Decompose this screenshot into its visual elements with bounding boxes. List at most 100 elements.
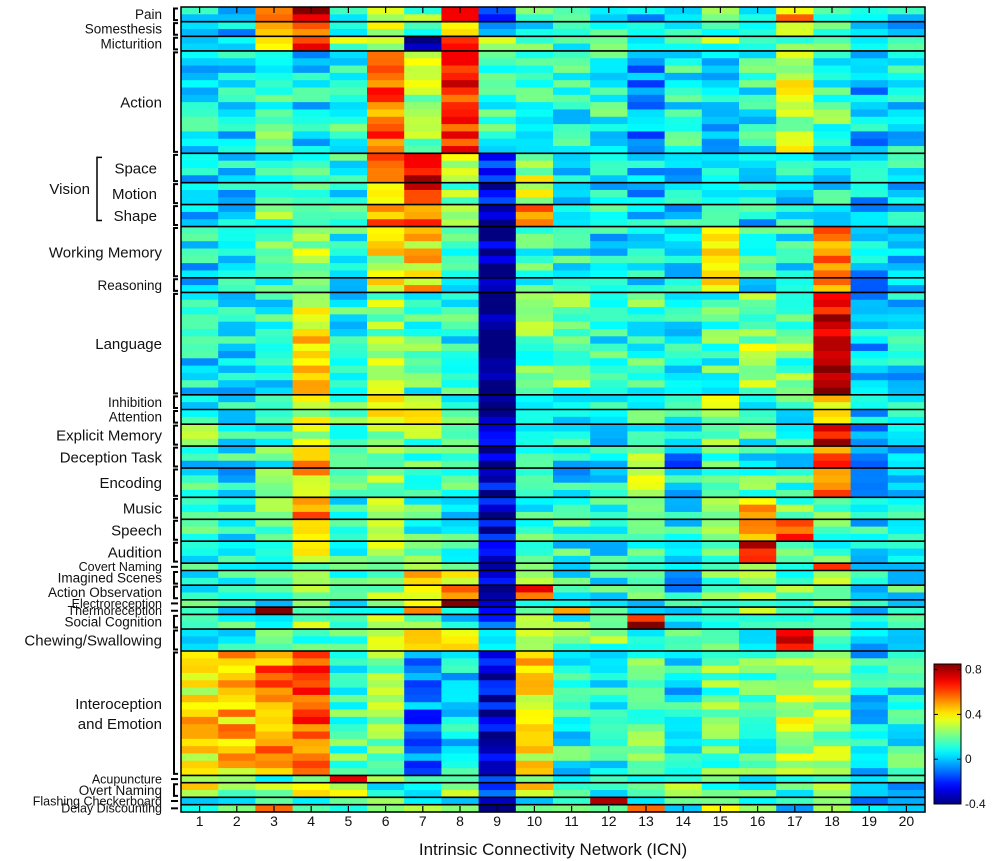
heatmap-cell — [329, 28, 368, 37]
heatmap-cell — [404, 702, 442, 711]
heatmap-cell — [181, 526, 219, 535]
heatmap-cell — [664, 248, 703, 257]
heatmap-cell — [255, 416, 294, 425]
heatmap-cell — [590, 577, 628, 586]
heatmap-cell — [590, 782, 628, 791]
x-tick-label: 7 — [419, 813, 427, 829]
heatmap-cell — [181, 724, 219, 733]
heatmap-cell — [701, 555, 740, 564]
heatmap-cell — [553, 380, 591, 389]
heatmap-cell — [255, 446, 294, 455]
heatmap-cell — [553, 189, 591, 198]
heatmap-cell — [367, 263, 405, 272]
heatmap-cell — [701, 36, 740, 45]
heatmap-cell — [218, 731, 256, 740]
heatmap-cell — [739, 277, 777, 286]
heatmap-cell — [813, 577, 852, 586]
heatmap-cell — [590, 270, 628, 279]
heatmap-cell — [776, 446, 814, 455]
heatmap-cell — [292, 28, 331, 37]
heatmap-cell — [255, 585, 294, 594]
heatmap-cell — [255, 563, 294, 572]
heatmap-cell — [478, 651, 517, 659]
heatmap-cell — [590, 753, 628, 762]
heatmap-cell — [739, 585, 777, 594]
heatmap-cell — [590, 768, 628, 777]
heatmap-cell — [739, 131, 777, 140]
heatmap-cell — [292, 511, 331, 520]
heatmap-cell — [367, 343, 405, 352]
heatmap-cell — [627, 314, 666, 323]
heatmap-cell — [887, 299, 926, 308]
heatmap-cell — [627, 629, 666, 637]
heatmap-cell — [329, 738, 368, 747]
heatmap-cell — [515, 694, 554, 703]
heatmap-cell — [664, 241, 703, 250]
heatmap-cell — [776, 277, 814, 286]
heatmap-cell — [887, 109, 926, 118]
heatmap-cell — [850, 643, 889, 652]
heatmap-cell — [739, 702, 777, 711]
heatmap-cell — [813, 555, 852, 564]
heatmap-cell — [887, 446, 926, 455]
heatmap-cell — [664, 350, 703, 359]
heatmap-cell — [255, 285, 294, 294]
row-label: Motion — [112, 186, 157, 203]
heatmap-cell — [813, 453, 852, 462]
heatmap-cell — [813, 321, 852, 330]
heatmap-cell — [553, 72, 591, 81]
heatmap-cell — [367, 592, 405, 601]
heatmap-cell — [887, 211, 926, 220]
heatmap-cell — [441, 731, 480, 740]
heatmap-cell — [813, 416, 852, 425]
heatmap-cell — [218, 248, 256, 257]
heatmap-cell — [590, 241, 628, 250]
heatmap-cell — [850, 380, 889, 389]
heatmap-cell — [701, 409, 740, 418]
heatmap-cell — [441, 50, 480, 59]
heatmap-cell — [478, 146, 517, 154]
heatmap-cell — [627, 168, 666, 176]
heatmap-cell — [627, 226, 666, 235]
heatmap-cell — [553, 372, 591, 381]
row-label: Pain — [135, 7, 162, 22]
heatmap-cell — [404, 189, 442, 198]
heatmap-cell — [367, 329, 405, 337]
heatmap-cell — [590, 372, 628, 381]
heatmap-cell — [515, 87, 554, 96]
heatmap-cell — [590, 555, 628, 564]
heatmap-cell — [701, 738, 740, 747]
heatmap-cell — [441, 694, 480, 703]
heatmap-cell — [664, 672, 703, 681]
heatmap-cell — [441, 255, 480, 264]
heatmap-cell — [181, 431, 219, 440]
heatmap-cell — [627, 292, 666, 301]
heatmap-cell — [887, 716, 926, 725]
heatmap-cell — [515, 643, 554, 652]
heatmap-cell — [218, 28, 256, 37]
heatmap-cell — [292, 350, 331, 359]
heatmap-cell — [553, 753, 591, 762]
heatmap-cell — [292, 329, 331, 337]
heatmap-cell — [701, 314, 740, 323]
row-label: Encoding — [99, 475, 162, 492]
heatmap-cell — [776, 585, 814, 594]
heatmap-cell — [850, 563, 889, 572]
heatmap-cell — [329, 431, 368, 440]
heatmap-cell — [850, 204, 889, 213]
heatmap-cell — [441, 350, 480, 359]
heatmap-cell — [441, 775, 480, 784]
heatmap-cell — [590, 131, 628, 140]
heatmap-cell — [515, 197, 554, 206]
heatmap-cell — [553, 138, 591, 147]
heatmap-cell — [329, 329, 368, 337]
heatmap-cell — [218, 138, 256, 147]
heatmap-cell — [404, 248, 442, 257]
heatmap-cell — [218, 592, 256, 601]
heatmap-cell — [329, 607, 368, 616]
heatmap-cell — [218, 50, 256, 59]
heatmap-cell — [627, 519, 666, 528]
heatmap-cell — [515, 116, 554, 125]
heatmap-cell — [255, 21, 294, 30]
heatmap-cell — [255, 490, 294, 498]
